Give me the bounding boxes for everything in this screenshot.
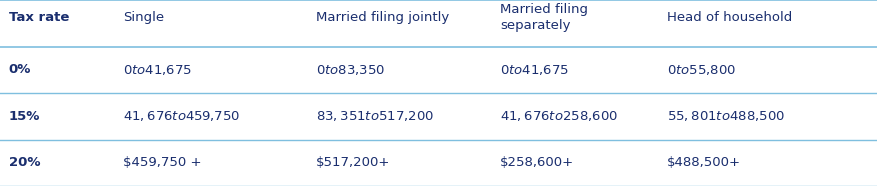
Text: Tax rate: Tax rate [9, 11, 69, 24]
Text: 20%: 20% [9, 156, 40, 169]
Text: $0 to $41,675: $0 to $41,675 [123, 63, 192, 77]
Text: $0 to $83,350: $0 to $83,350 [316, 63, 385, 77]
Text: $0 to $55,800: $0 to $55,800 [667, 63, 736, 77]
Text: 15%: 15% [9, 110, 40, 123]
Text: $83,351 to $517,200: $83,351 to $517,200 [316, 109, 434, 123]
Text: $41,676 to $459,750: $41,676 to $459,750 [123, 109, 240, 123]
Text: Married filing
separately: Married filing separately [500, 3, 588, 32]
Text: $258,600+: $258,600+ [500, 156, 574, 169]
Text: $0 to $41,675: $0 to $41,675 [500, 63, 569, 77]
Text: $459,750 +: $459,750 + [123, 156, 202, 169]
Text: $41,676 to $258,600: $41,676 to $258,600 [500, 109, 618, 123]
Text: Head of household: Head of household [667, 11, 792, 24]
Text: 0%: 0% [9, 63, 32, 76]
Text: $488,500+: $488,500+ [667, 156, 740, 169]
Text: Single: Single [123, 11, 164, 24]
Text: Married filing jointly: Married filing jointly [316, 11, 449, 24]
Text: $517,200+: $517,200+ [316, 156, 390, 169]
Text: $55,801 to $488,500: $55,801 to $488,500 [667, 109, 785, 123]
